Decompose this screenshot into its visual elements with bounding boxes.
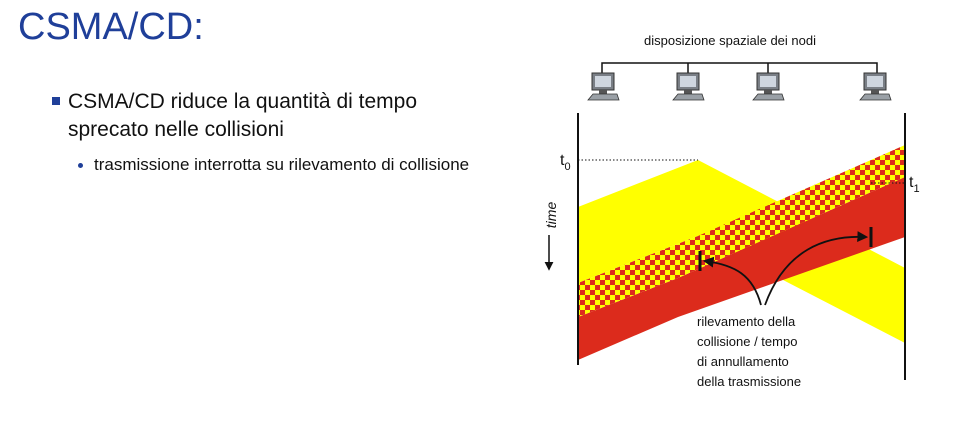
bullet-list: CSMA/CD riduce la quantità di tempo spre… <box>52 88 472 176</box>
computer-icon <box>859 72 892 101</box>
computer-icon <box>752 72 785 101</box>
bullet-item: CSMA/CD riduce la quantità di tempo spre… <box>52 88 472 144</box>
subbullet-text: trasmissione interrotta su rilevamento d… <box>94 155 470 174</box>
callout-arrow-right <box>764 231 869 306</box>
callout-arrow-left <box>702 256 762 306</box>
csma-cd-diagram: disposizione spaziale dei nodi t0 t1 <box>543 33 920 389</box>
callout-line: collisione / tempo <box>697 334 797 349</box>
node-bracket <box>601 62 878 73</box>
callout-line: della trasmissione <box>697 374 801 389</box>
slide-title: CSMA/CD: <box>18 6 204 48</box>
callout-text: rilevamento della collisione / tempo di … <box>697 314 801 389</box>
t1-label: t1 <box>909 174 920 195</box>
computer-icon <box>672 72 705 101</box>
dot-bullet-icon <box>78 163 83 168</box>
t0-label: t0 <box>560 152 571 173</box>
computer-icon <box>587 72 620 101</box>
square-bullet-icon <box>52 97 60 105</box>
callout-line: rilevamento della <box>697 314 796 329</box>
diagram-header: disposizione spaziale dei nodi <box>644 33 816 48</box>
transmission-regions <box>578 145 905 360</box>
time-label: time <box>543 202 559 229</box>
collision-region <box>578 145 905 317</box>
bullet-text: CSMA/CD riduce la quantità di tempo spre… <box>68 90 417 141</box>
red-transmission <box>578 177 905 360</box>
callout-line: di annullamento <box>697 354 789 369</box>
subbullet-item: trasmissione interrotta su rilevamento d… <box>76 154 472 176</box>
